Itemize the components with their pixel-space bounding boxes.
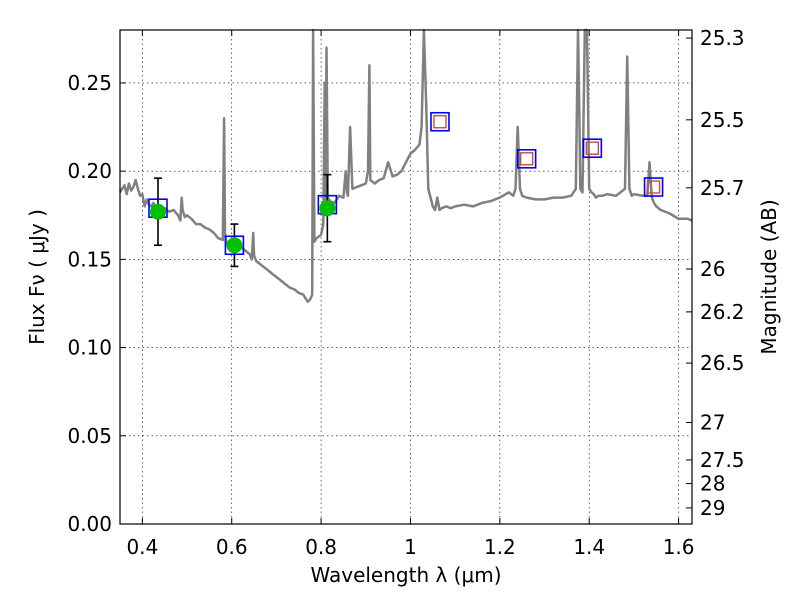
- x-tick-label: 1.6: [663, 535, 695, 559]
- y-tick-label: 0.25: [67, 71, 112, 95]
- observed-flux-point: [149, 203, 166, 220]
- mag-tick-label: 27: [700, 410, 725, 434]
- mag-tick-label: 28: [700, 472, 725, 496]
- model-flux-inner-box: [519, 152, 534, 166]
- x-tick-label: 1.2: [484, 535, 516, 559]
- x-tick-label: 0.4: [126, 535, 158, 559]
- y-tick-label: 0.20: [67, 159, 112, 183]
- model-flux-inner-box: [585, 141, 600, 155]
- model-flux-inner-box: [433, 115, 447, 129]
- x-tick-label: 0.6: [216, 535, 248, 559]
- x-tick-label: 1: [404, 535, 417, 559]
- observed-flux-point: [319, 200, 336, 217]
- y-tick-label: 0.05: [67, 424, 112, 448]
- observed-flux-point: [226, 237, 243, 254]
- mag-tick-label: 26: [700, 257, 725, 281]
- x-tick-label: 0.8: [305, 535, 337, 559]
- y-tick-label: 0.10: [67, 336, 112, 360]
- right-axis-label: Magnitude (AB): [757, 199, 781, 354]
- y-tick-label: 0.00: [67, 512, 112, 536]
- mag-tick-label: 29: [700, 496, 725, 520]
- model-flux-box: [430, 111, 450, 132]
- spectrum: [118, 28, 693, 303]
- model-flux-box: [224, 235, 245, 256]
- model-flux-box: [516, 148, 537, 169]
- mag-tick-label: 26.5: [700, 351, 745, 375]
- spectrum-line: [118, 28, 693, 303]
- mag-tick-label: 25.7: [700, 176, 745, 200]
- markers: [148, 111, 664, 256]
- mag-tick-label: 26.2: [700, 300, 745, 324]
- x-tick-label: 1.4: [573, 535, 605, 559]
- model-flux-inner-box: [646, 180, 661, 194]
- grid: [120, 30, 692, 525]
- y-tick-label: 0.15: [67, 247, 112, 271]
- model-flux-box: [582, 138, 603, 159]
- y-axis-label: Flux Fν ( μJy ): [25, 209, 49, 345]
- mag-tick-label: 25.5: [700, 108, 745, 132]
- plot-frame: [119, 29, 693, 525]
- mag-tick-label: 25.3: [700, 26, 745, 50]
- ticks: 0.4 0.6 0.8 1 1.2 1.4 1.6 0.00 0.05 0.10 0.15 0.20 0…: [67, 26, 744, 559]
- model-flux-box: [643, 177, 664, 197]
- mag-tick-label: 27.5: [700, 448, 745, 472]
- x-axis-label: Wavelength λ (μm): [310, 563, 501, 587]
